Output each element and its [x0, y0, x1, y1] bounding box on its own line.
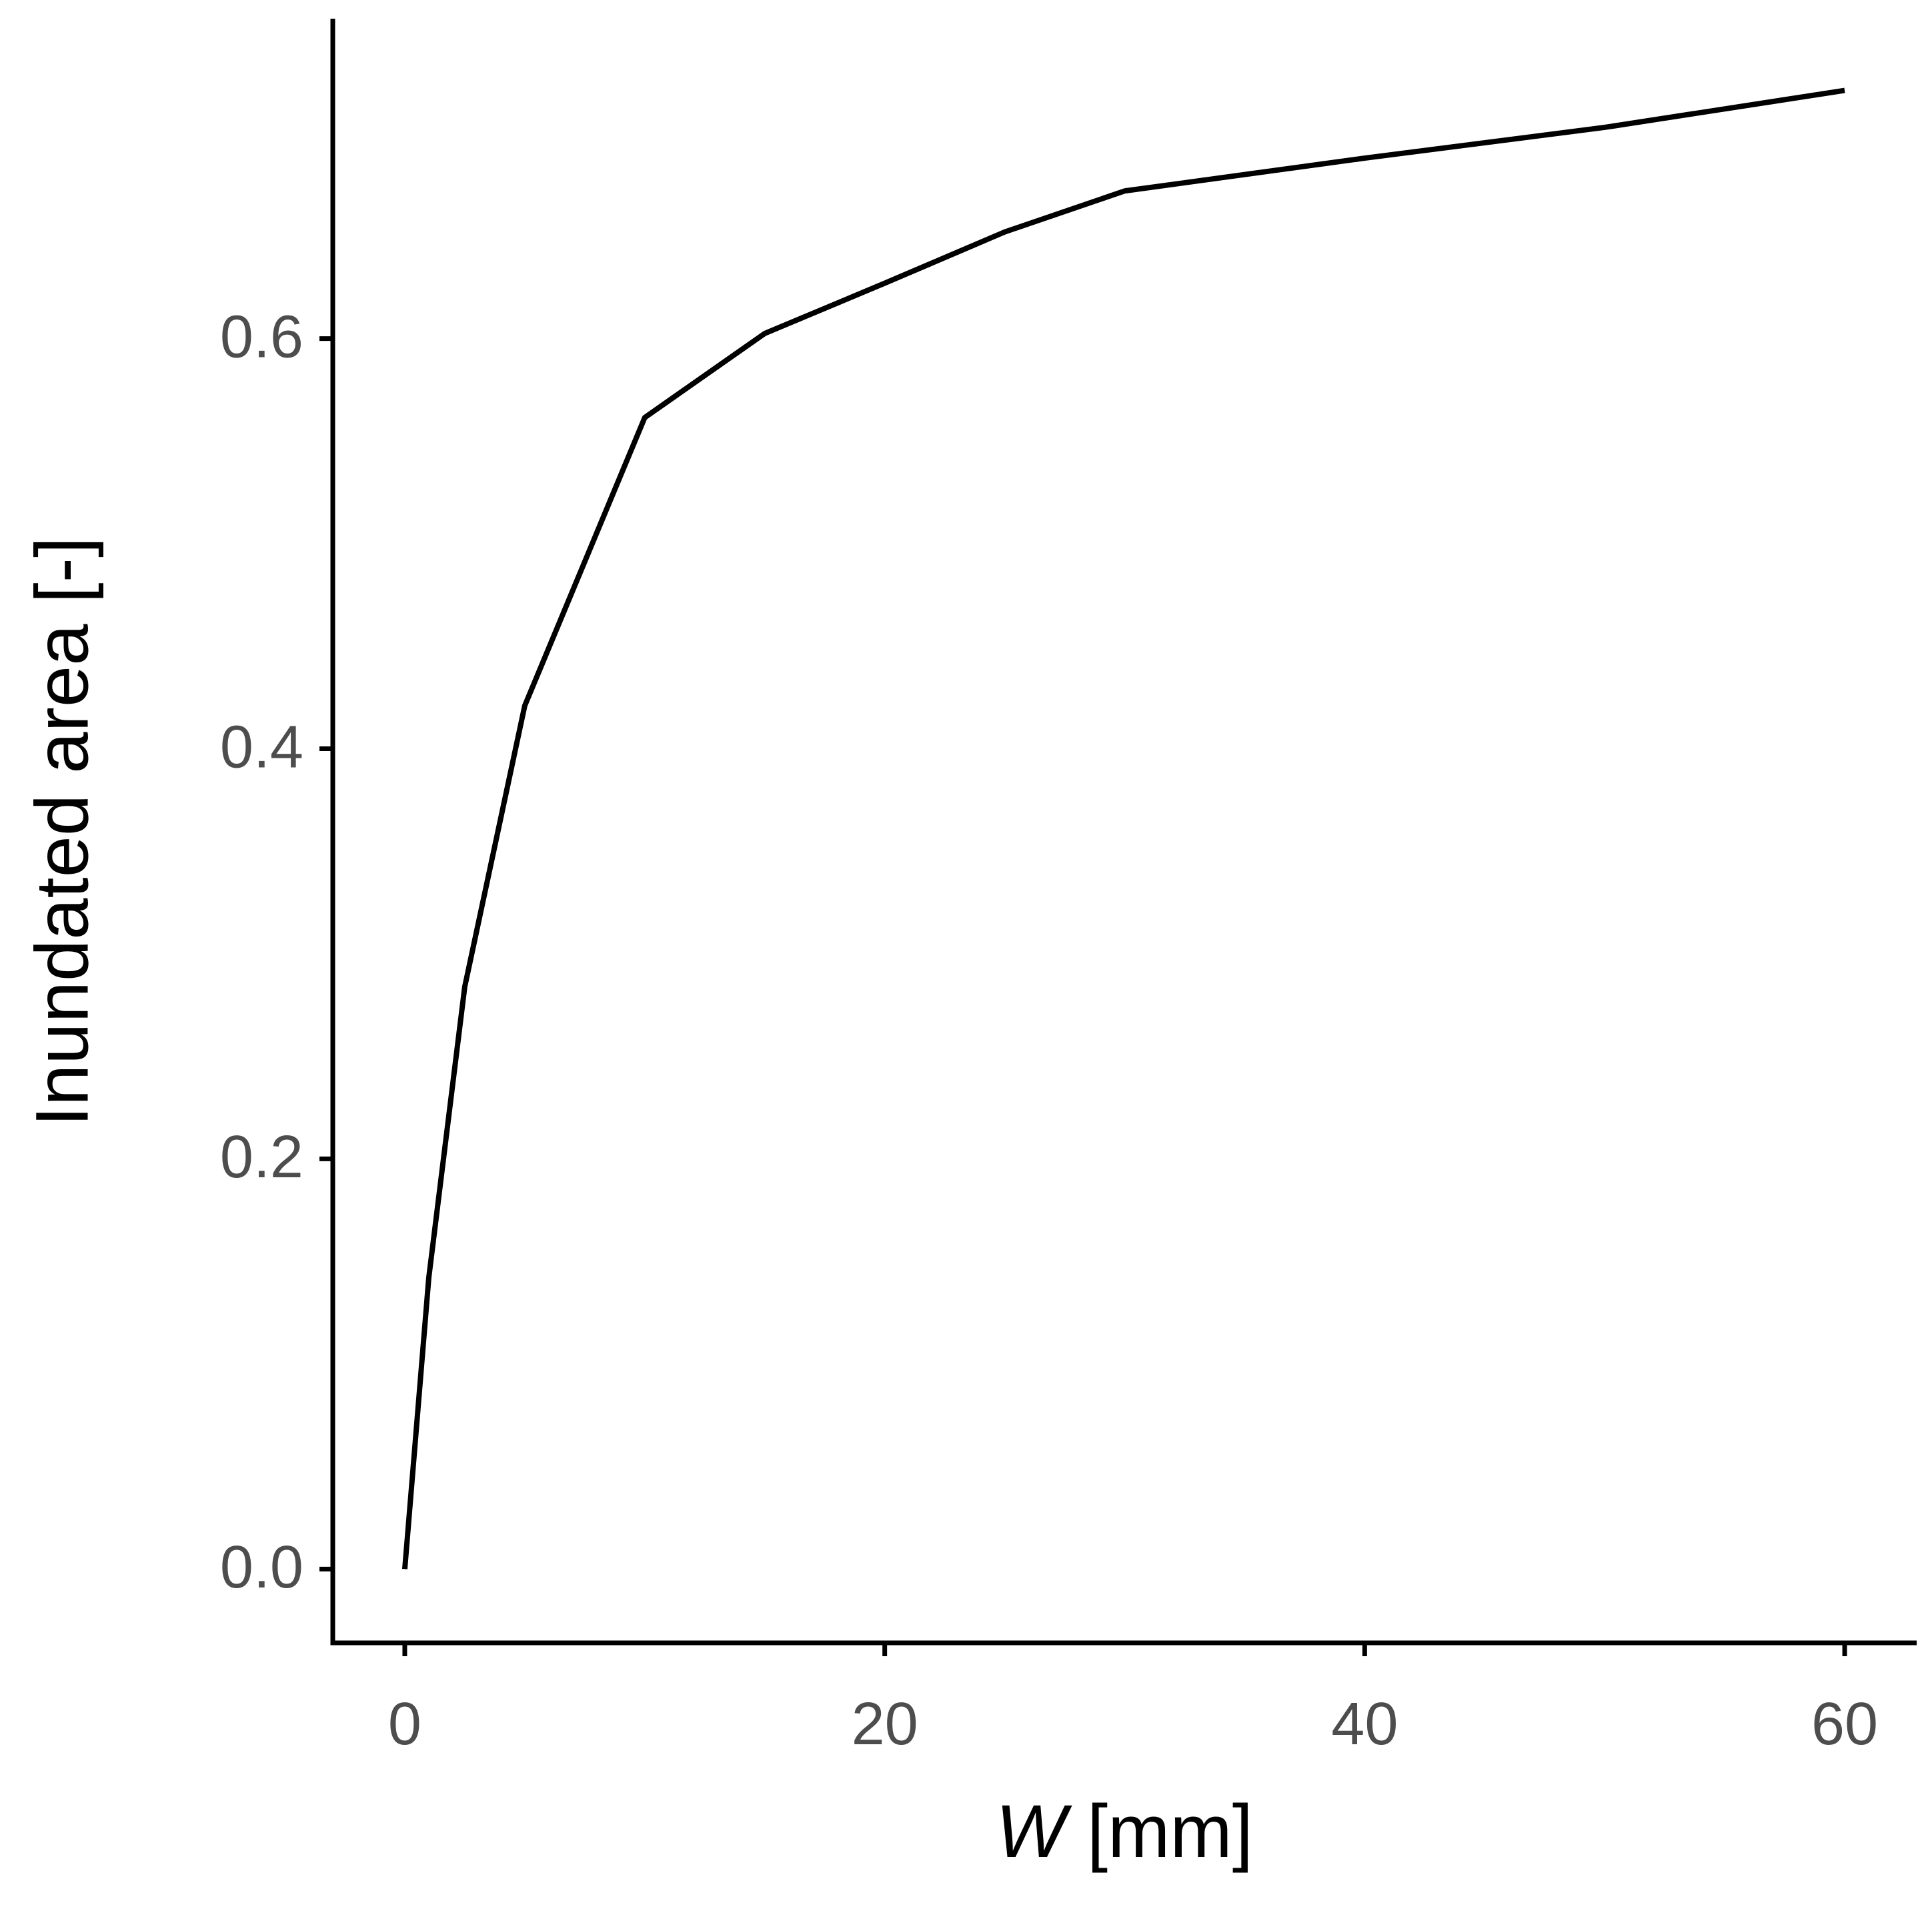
x-tick-label: 60 [1811, 1691, 1878, 1758]
y-axis-title: Inundated area [-] [21, 537, 104, 1127]
y-tick-label: 0.4 [220, 714, 303, 780]
y-tick-label: 0.6 [220, 303, 303, 370]
x-axis-title: W [mm] [996, 1790, 1253, 1873]
x-axis-symbol: W [996, 1790, 1072, 1873]
x-tick-label: 40 [1331, 1691, 1398, 1758]
y-tick-label: 0.0 [220, 1534, 303, 1601]
x-axis-unit: [mm] [1087, 1790, 1253, 1873]
x-tick-label: 20 [852, 1691, 918, 1758]
data-line [401, 87, 1845, 1569]
y-tick-label: 0.2 [220, 1124, 303, 1191]
x-tick-label: 0 [388, 1691, 421, 1758]
